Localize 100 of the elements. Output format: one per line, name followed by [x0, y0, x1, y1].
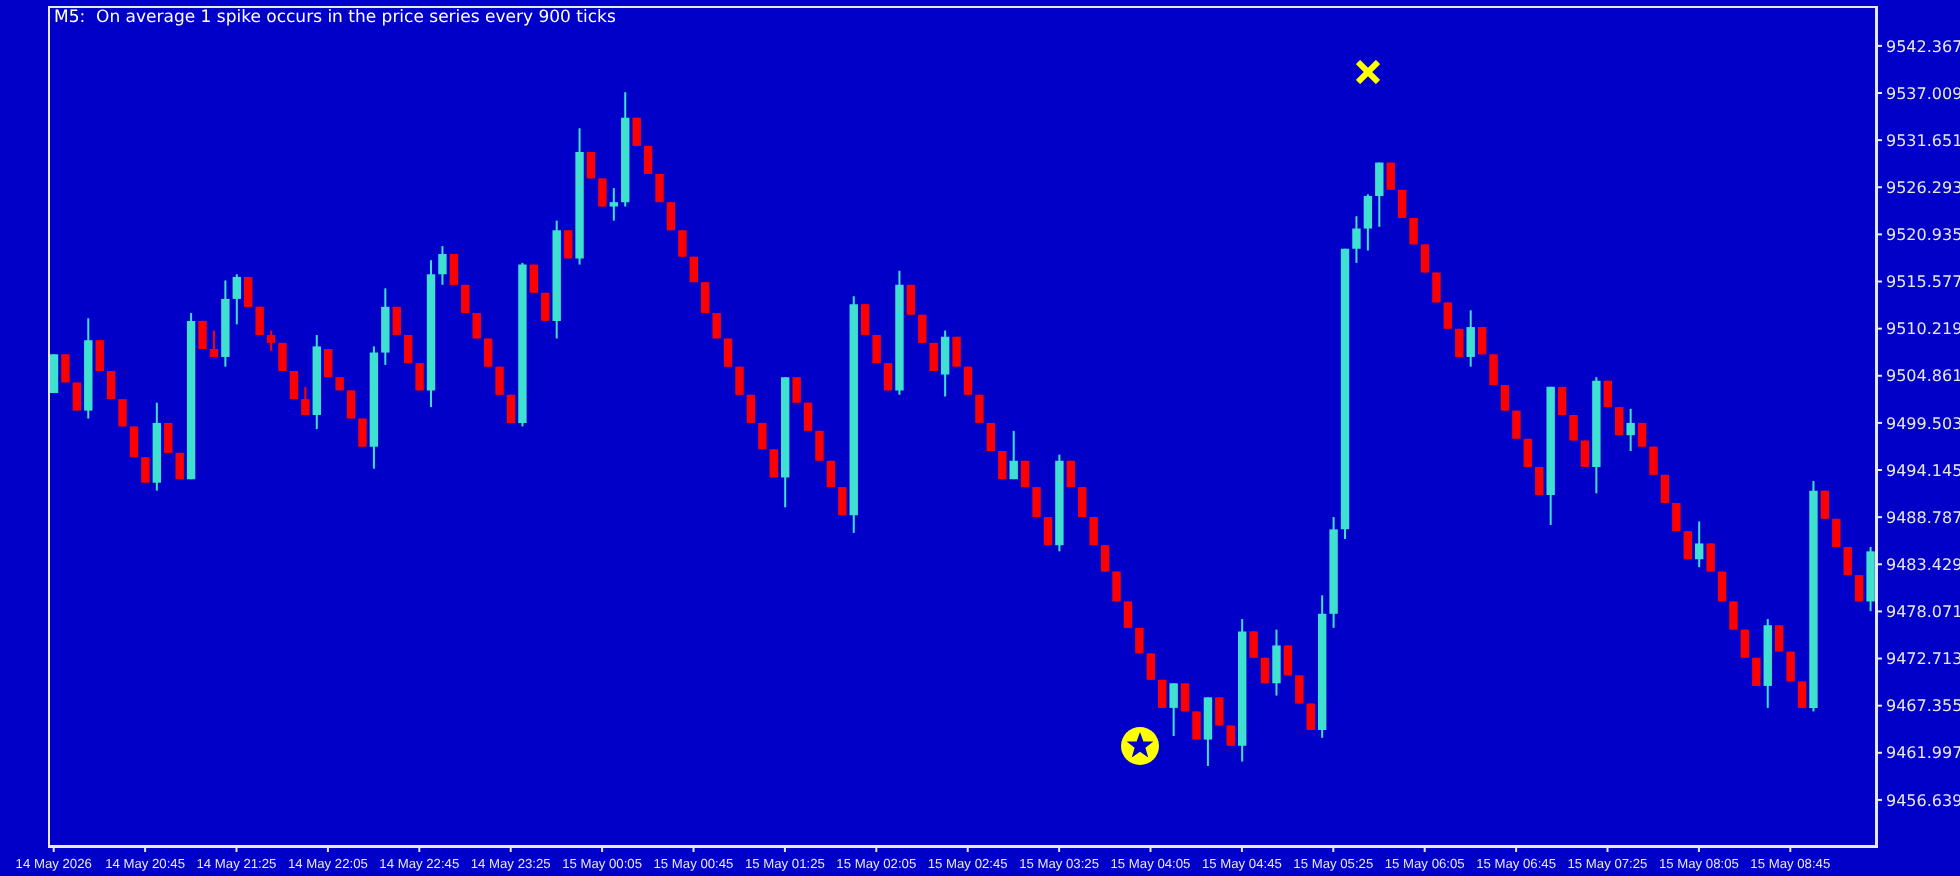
candlestick [803, 401, 813, 432]
candlestick [883, 362, 893, 392]
candlestick [838, 486, 847, 517]
candlestick [541, 291, 550, 322]
candlestick [1455, 327, 1464, 358]
candlestick [1192, 710, 1201, 741]
candlestick [529, 263, 539, 294]
candlestick [266, 329, 276, 352]
candlestick [1500, 384, 1510, 412]
candlestick [735, 365, 744, 396]
candlestick [301, 385, 310, 417]
candlestick [998, 450, 1007, 481]
candlestick [1489, 353, 1498, 387]
candlestick [769, 448, 778, 479]
candlestick [438, 245, 447, 286]
candlestick [61, 353, 70, 384]
candlestick [1695, 520, 1704, 569]
candlestick [1466, 309, 1475, 368]
candlestick [1523, 437, 1533, 468]
chart-title: M5: On average 1 spike occurs in the price series every 900 ticks [54, 8, 616, 28]
candlestick [1100, 544, 1110, 573]
candlestick [1375, 161, 1384, 228]
candlestick [49, 353, 59, 395]
candlestick [1512, 409, 1521, 440]
candlestick [118, 398, 127, 428]
candlestick [1169, 682, 1178, 738]
candlestick [975, 393, 984, 424]
candlestick [1215, 696, 1224, 727]
candlestick [655, 173, 664, 204]
candlestick [72, 381, 82, 412]
candlestick [1786, 650, 1795, 683]
candlestick [358, 417, 367, 448]
candlestick [106, 370, 116, 401]
candlestick [1283, 644, 1293, 677]
candlestick [906, 283, 916, 316]
candlestick [1820, 489, 1830, 520]
candlestick [815, 429, 824, 462]
candlestick [1180, 682, 1190, 713]
candlestick [1797, 680, 1807, 709]
candlestick [1032, 486, 1041, 519]
candlestick [1752, 656, 1761, 687]
candlestick [1043, 516, 1053, 547]
candlestick [244, 275, 253, 308]
candlestick [1397, 188, 1407, 219]
candlestick [1420, 243, 1430, 274]
candlestick [609, 187, 619, 222]
candlestick [289, 370, 299, 401]
candlestick [860, 303, 870, 336]
candlestick [381, 287, 390, 366]
candlestick [1249, 630, 1258, 659]
candlestick [598, 177, 607, 208]
candlestick [666, 201, 676, 232]
candlestick [1352, 215, 1361, 264]
candlestick [324, 348, 333, 379]
candlestick [129, 425, 139, 459]
candlestick [918, 313, 927, 344]
candlestick [1569, 414, 1578, 442]
candlestick [1203, 696, 1213, 767]
candlestick [1706, 542, 1715, 573]
candlestick [1832, 517, 1841, 548]
y-tick-label: 9531.651 [1886, 131, 1960, 150]
candlestick [632, 116, 641, 147]
candlestick [1626, 407, 1635, 453]
candlestick [1477, 326, 1487, 356]
candlestick [164, 421, 173, 454]
candlestick [495, 365, 504, 396]
candlestick [415, 362, 424, 392]
candlestick [95, 339, 104, 373]
candlestick [1683, 530, 1692, 561]
y-tick-label: 9504.861 [1886, 367, 1960, 386]
candlestick [1078, 486, 1087, 519]
candlestick [746, 393, 756, 424]
candlestick [461, 283, 470, 314]
candlestick [1123, 600, 1133, 629]
candlestick [678, 229, 687, 258]
candlestick [1580, 439, 1590, 468]
candlestick [232, 273, 241, 326]
candlestick [1660, 473, 1670, 504]
candlestick [963, 365, 973, 396]
candlestick [141, 456, 150, 484]
candlestick [723, 337, 733, 368]
candlestick [1089, 516, 1098, 547]
candlestick [209, 329, 219, 358]
candlestick [1295, 674, 1304, 705]
candlestick [392, 305, 401, 336]
candlestick [952, 335, 961, 368]
candlestick [483, 337, 493, 368]
y-tick-label: 9478.071 [1886, 603, 1960, 622]
candlestick [1615, 406, 1624, 437]
candlestick [1009, 429, 1018, 481]
candlestick [346, 389, 356, 420]
candlestick [1158, 678, 1167, 709]
candlestick [563, 229, 573, 260]
candlestick [1729, 600, 1738, 631]
candlestick [1774, 624, 1784, 653]
candlestick [506, 393, 516, 424]
candlestick [1649, 445, 1658, 476]
candlestick [255, 305, 264, 336]
candlestick [1363, 193, 1373, 252]
candlestick [1854, 574, 1864, 603]
